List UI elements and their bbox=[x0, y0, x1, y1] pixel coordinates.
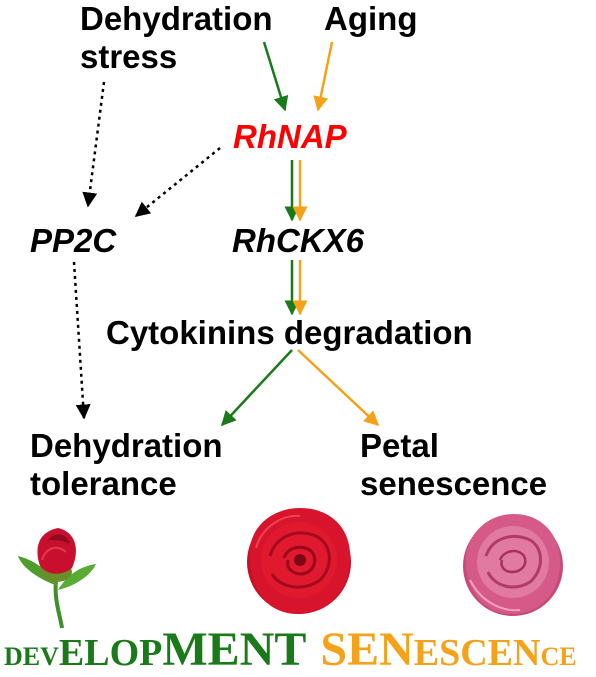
arrow-aging-to-rhnap bbox=[313, 41, 334, 112]
development-word: DEVELOPMENT bbox=[4, 622, 306, 677]
senescence-segment-2: CEN bbox=[460, 632, 541, 674]
rose-bud-image bbox=[18, 528, 96, 629]
dotted-rhnap-to-pp2c bbox=[134, 147, 221, 217]
node-dehydration-tolerance: Dehydration tolerance bbox=[30, 427, 223, 502]
node-aging: Aging bbox=[324, 0, 418, 37]
node-petal-senescence: Petal senescence bbox=[360, 427, 548, 502]
node-rhckx6: RhCKX6 bbox=[232, 222, 365, 259]
senescence-word: SENESCENCE bbox=[320, 622, 576, 677]
arrow-dehydration-to-rhnap bbox=[262, 41, 289, 112]
node-rhnap: RhNAP bbox=[233, 118, 347, 155]
arrow-cytokinins-to-petal-senescence bbox=[297, 349, 380, 427]
dotted-pp2c-to-dehydration-tolerance bbox=[72, 261, 91, 420]
node-pp2c: PP2C bbox=[30, 222, 117, 259]
development-segment-0: DEV bbox=[4, 642, 59, 671]
red-rose-image bbox=[247, 508, 351, 614]
senescence-segment-1: ES bbox=[413, 632, 461, 674]
senescence-segment-0: SEN bbox=[320, 623, 414, 676]
senescence-segment-3: CE bbox=[540, 642, 577, 671]
development-senescence-wordart: DEVELOPMENT SENESCENCE bbox=[4, 622, 596, 676]
development-segment-2: MENT bbox=[162, 623, 307, 676]
node-dehydration-stress: Dehydration stress bbox=[80, 0, 273, 75]
pink-rose-image bbox=[463, 514, 563, 616]
dotted-stress-to-pp2c bbox=[82, 81, 106, 208]
development-segment-1: ELOP bbox=[58, 632, 163, 674]
node-cytokinins-degradation: Cytokinins degradation bbox=[106, 314, 473, 351]
arrow-cytokinins-to-dehydration-tolerance bbox=[220, 349, 293, 427]
